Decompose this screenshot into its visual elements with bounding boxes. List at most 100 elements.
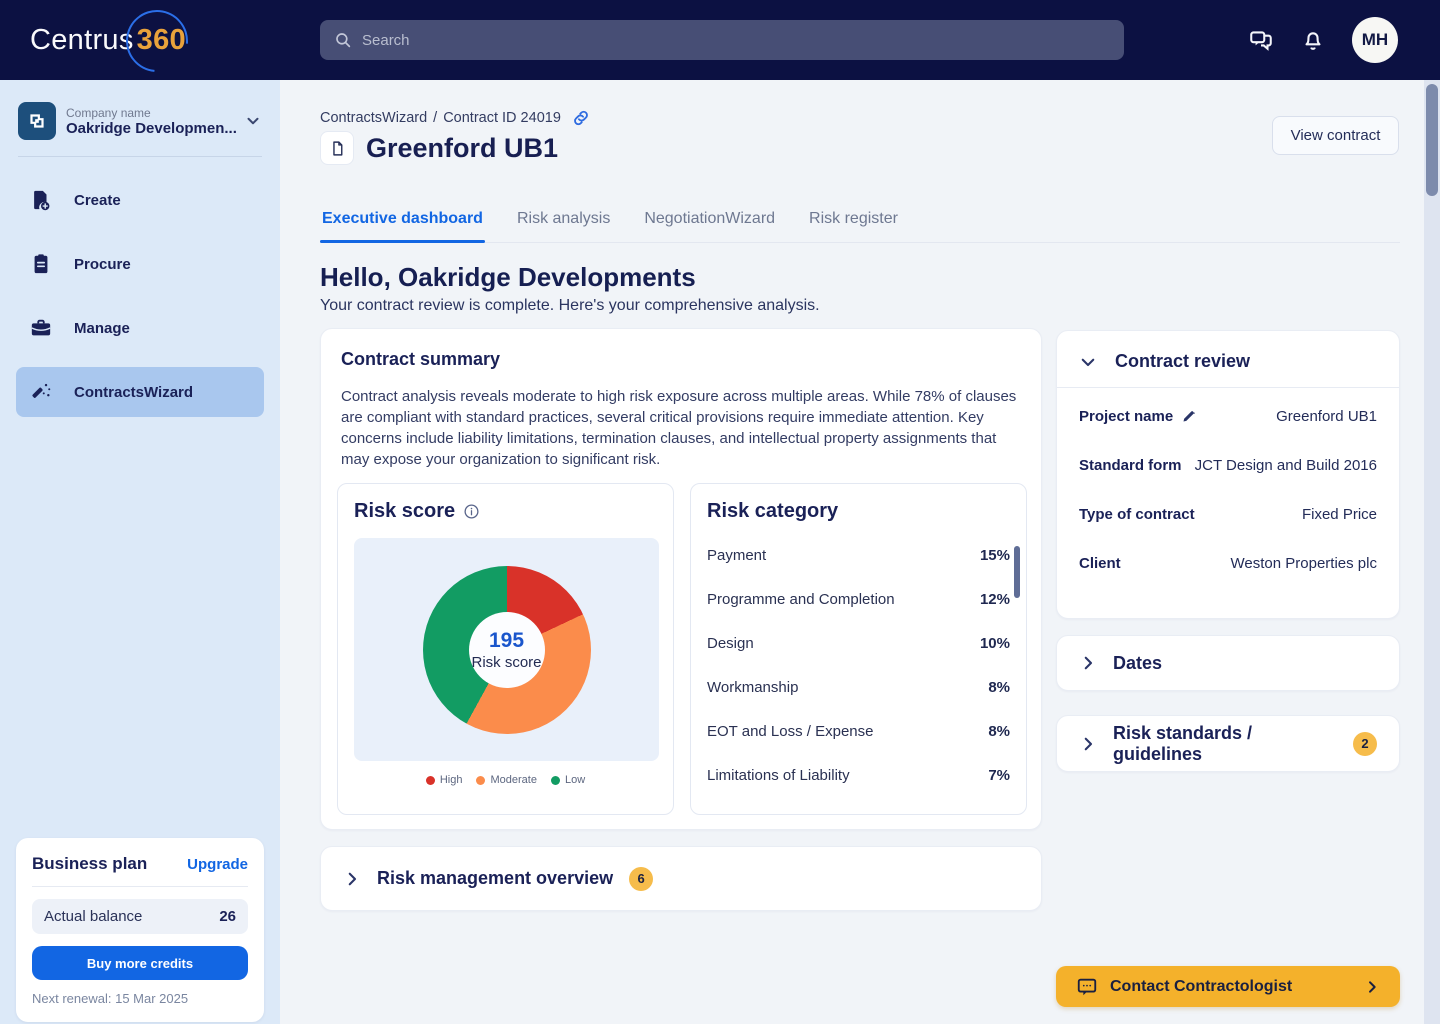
risk-score-value: 195: [488, 628, 525, 652]
search-input[interactable]: [362, 31, 1110, 49]
field-value: JCT Design and Build 2016: [1194, 457, 1377, 474]
category-label: Design: [707, 635, 754, 652]
chevron-right-icon: [348, 872, 357, 885]
contact-button-label: Contact Contractologist: [1110, 977, 1293, 995]
sidebar-item-create[interactable]: Create: [16, 175, 264, 225]
risk-donut-center: 195 Risk score: [423, 566, 591, 734]
view-contract-button[interactable]: View contract: [1272, 116, 1399, 155]
header-actions: MH: [1248, 0, 1398, 80]
sidebar-item-label: Create: [74, 191, 121, 209]
category-value: 7%: [988, 767, 1010, 784]
risk-score-card: Risk score 195 Risk score: [337, 483, 674, 815]
upgrade-link[interactable]: Upgrade: [187, 856, 248, 873]
legend-label-high: High: [439, 774, 463, 786]
field-label: Project name: [1079, 408, 1196, 425]
tab-negotiationwizard[interactable]: NegotiationWizard: [644, 210, 776, 227]
contract-review-title: Contract review: [1115, 351, 1251, 371]
risk-category-title: Risk category: [707, 500, 839, 522]
legend-dot-low: [550, 775, 560, 785]
tab-bar: Executive dashboard Risk analysis Negoti…: [320, 202, 1400, 243]
document-icon: [332, 140, 342, 156]
plan-divider: [32, 886, 248, 887]
edit-pencil-icon[interactable]: [1181, 409, 1196, 424]
sidebar-item-label: ContractsWizard: [74, 383, 194, 401]
copy-link-icon[interactable]: [571, 108, 591, 128]
window-scrollbar-thumb[interactable]: [1426, 84, 1438, 196]
risk-category-card: Risk category Payment 15% Programme and C…: [690, 483, 1027, 815]
legend-dot-high: [425, 775, 435, 785]
contract-review-header[interactable]: Contract review: [1057, 331, 1399, 387]
risk-score-title: Risk score: [354, 500, 456, 522]
list-item: Limitations of Liability 7%: [707, 767, 1010, 784]
risk-legend: High Moderate Low: [354, 774, 657, 786]
sidebar-nav: Create Procure Manage: [0, 157, 280, 449]
app-logo: Centrus 360: [30, 24, 189, 57]
breadcrumb-current: Contract ID 24019: [443, 110, 561, 126]
main-content: ContractsWizard / Contract ID 24019 Gree…: [280, 80, 1424, 1024]
risk-standards-card[interactable]: Risk standards / guidelines 2: [1056, 715, 1400, 772]
legend-item-moderate: Moderate: [476, 774, 537, 786]
category-value: 12%: [979, 591, 1010, 608]
category-label: Programme and Completion: [707, 591, 895, 608]
field-value: Fixed Price: [1301, 506, 1377, 523]
legend-item-low: Low: [550, 774, 586, 786]
company-name-value: Oakridge Developmen...: [66, 119, 237, 137]
field-label: Client: [1079, 555, 1121, 572]
contract-summary-title: Contract summary: [341, 349, 501, 369]
legend-label-moderate: Moderate: [490, 774, 537, 786]
field-label: Standard form: [1079, 457, 1182, 474]
field-value: Weston Properties plc: [1230, 555, 1377, 572]
field-project-name: Project name Greenford UB1: [1079, 408, 1377, 425]
risk-score-chart-panel: 195 Risk score: [354, 538, 659, 761]
logo-brand-text: Centrus: [30, 23, 134, 56]
field-client: Client Weston Properties plc: [1079, 555, 1377, 572]
legend-label-low: Low: [564, 774, 586, 786]
contract-doc-chip: [320, 131, 354, 165]
contract-review-fields: Project name Greenford UB1 Standard form…: [1057, 388, 1399, 592]
plan-title: Business plan: [32, 854, 148, 873]
tab-executive-dashboard[interactable]: Executive dashboard: [320, 202, 485, 243]
dates-card[interactable]: Dates: [1056, 635, 1400, 691]
category-value: 8%: [988, 679, 1010, 696]
notifications-bell-icon[interactable]: [1300, 27, 1326, 53]
page-title: Greenford UB1: [366, 132, 559, 163]
field-standard-form: Standard form JCT Design and Build 2016: [1079, 457, 1377, 474]
dates-title: Dates: [1113, 652, 1163, 673]
info-icon[interactable]: [463, 503, 480, 520]
chevron-down-icon[interactable]: [244, 112, 262, 130]
search-icon: [336, 33, 351, 48]
field-label-text: Project name: [1079, 408, 1174, 425]
risk-management-overview[interactable]: Risk management overview 6: [320, 846, 1042, 911]
sidebar-item-label: Manage: [74, 319, 130, 337]
greeting-heading: Hello, Oakridge Developments: [320, 262, 696, 292]
risk-category-scrollbar[interactable]: [1014, 546, 1020, 598]
window-scrollbar-track: [1424, 80, 1440, 1024]
global-search[interactable]: [320, 20, 1124, 60]
buy-credits-button[interactable]: Buy more credits: [32, 946, 248, 980]
risk-score-label: Risk score: [471, 653, 542, 671]
messages-icon[interactable]: [1248, 27, 1274, 53]
category-label: EOT and Loss / Expense: [707, 723, 874, 740]
titlebar: Greenford UB1: [320, 131, 558, 165]
sidebar-item-label: Procure: [74, 255, 131, 273]
balance-value: 26: [219, 908, 236, 925]
list-item: EOT and Loss / Expense 8%: [707, 723, 1010, 740]
sidebar-item-procure[interactable]: Procure: [16, 239, 264, 289]
balance-label: Actual balance: [44, 908, 143, 925]
field-label: Type of contract: [1079, 506, 1195, 523]
list-item: Workmanship 8%: [707, 679, 1010, 696]
contact-contractologist-button[interactable]: Contact Contractologist: [1056, 966, 1400, 1007]
tab-risk-analysis[interactable]: Risk analysis: [516, 210, 611, 227]
clipboard-icon: [34, 254, 48, 274]
company-logo-glyph: [30, 114, 44, 128]
company-logo: [18, 102, 56, 140]
sidebar-item-contractswizard[interactable]: ContractsWizard: [16, 367, 264, 417]
breadcrumb-separator: /: [433, 110, 438, 126]
user-avatar[interactable]: MH: [1352, 17, 1398, 63]
field-value: Greenford UB1: [1276, 408, 1377, 425]
tab-risk-register[interactable]: Risk register: [809, 210, 898, 227]
breadcrumb-parent[interactable]: ContractsWizard: [320, 110, 428, 126]
company-selector[interactable]: Company name Oakridge Developmen...: [0, 80, 280, 156]
sidebar-item-manage[interactable]: Manage: [16, 303, 264, 353]
